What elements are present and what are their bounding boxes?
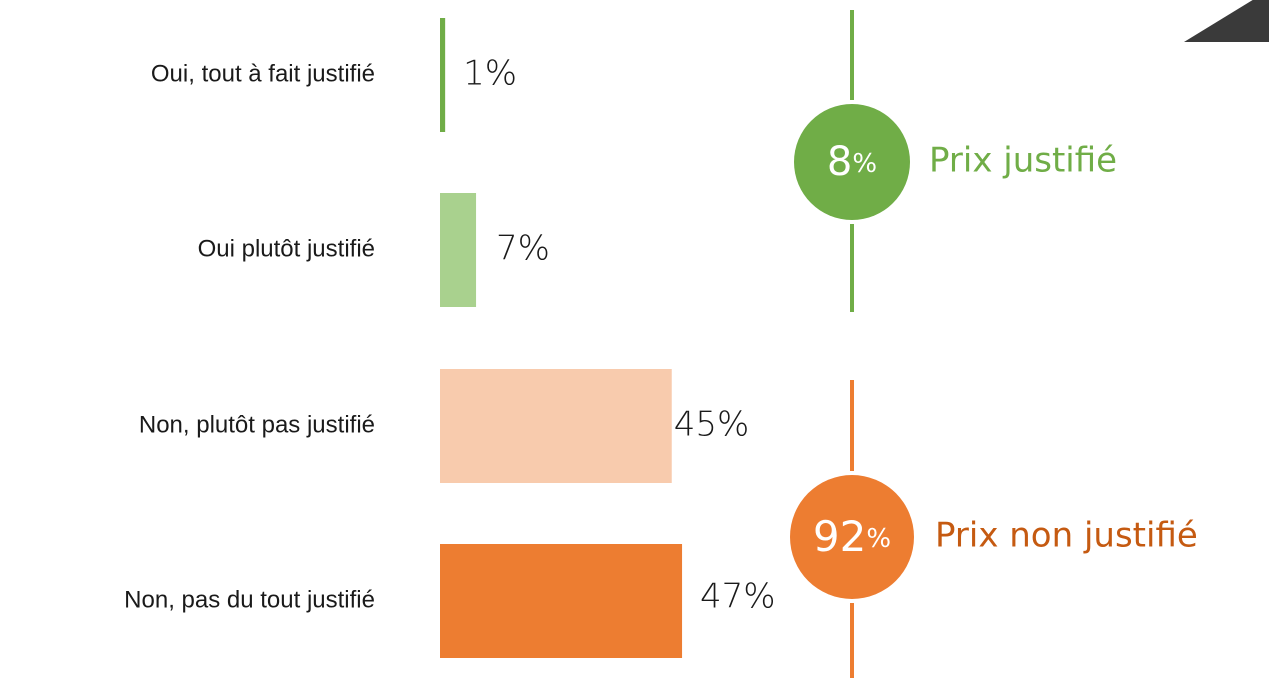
bar (440, 544, 683, 658)
corner-shape (1184, 0, 1269, 42)
bar (440, 18, 446, 132)
summary-unit: % (866, 524, 891, 554)
summary-circle (790, 475, 914, 599)
value-label: 1% (463, 54, 517, 94)
summary-group: 8% Prix justifié (794, 10, 1117, 312)
summary-number: 92 (813, 512, 866, 561)
summary-value: 92% (813, 512, 891, 561)
bars (440, 18, 683, 658)
value-labels: 1% 7% 45% 47% (463, 54, 775, 617)
category-label: Oui plutôt justifié (198, 235, 375, 262)
value-label: 7% (496, 229, 550, 269)
value-label: 45% (674, 405, 750, 445)
value-label: 47% (700, 577, 776, 617)
corner-decoration (1184, 0, 1269, 42)
summary-unit: % (852, 149, 877, 179)
category-label: Non, pas du tout justifié (124, 586, 375, 613)
category-label: Oui, tout à fait justifié (151, 60, 375, 87)
summary-label: Prix non justifié (935, 516, 1198, 556)
summary-groups: 8% Prix justifié 92% Prix non justifié (790, 10, 1198, 678)
summary-group: 92% Prix non justifié (790, 380, 1198, 678)
summary-label: Prix justifié (929, 141, 1117, 181)
category-labels: Oui, tout à fait justifié Oui plutôt just… (124, 60, 375, 613)
summary-value: 8% (827, 139, 877, 185)
bar (440, 193, 477, 307)
summary-circle (794, 104, 910, 220)
bar (440, 369, 672, 483)
category-label: Non, plutôt pas justifié (139, 411, 375, 438)
summary-number: 8 (827, 139, 852, 185)
